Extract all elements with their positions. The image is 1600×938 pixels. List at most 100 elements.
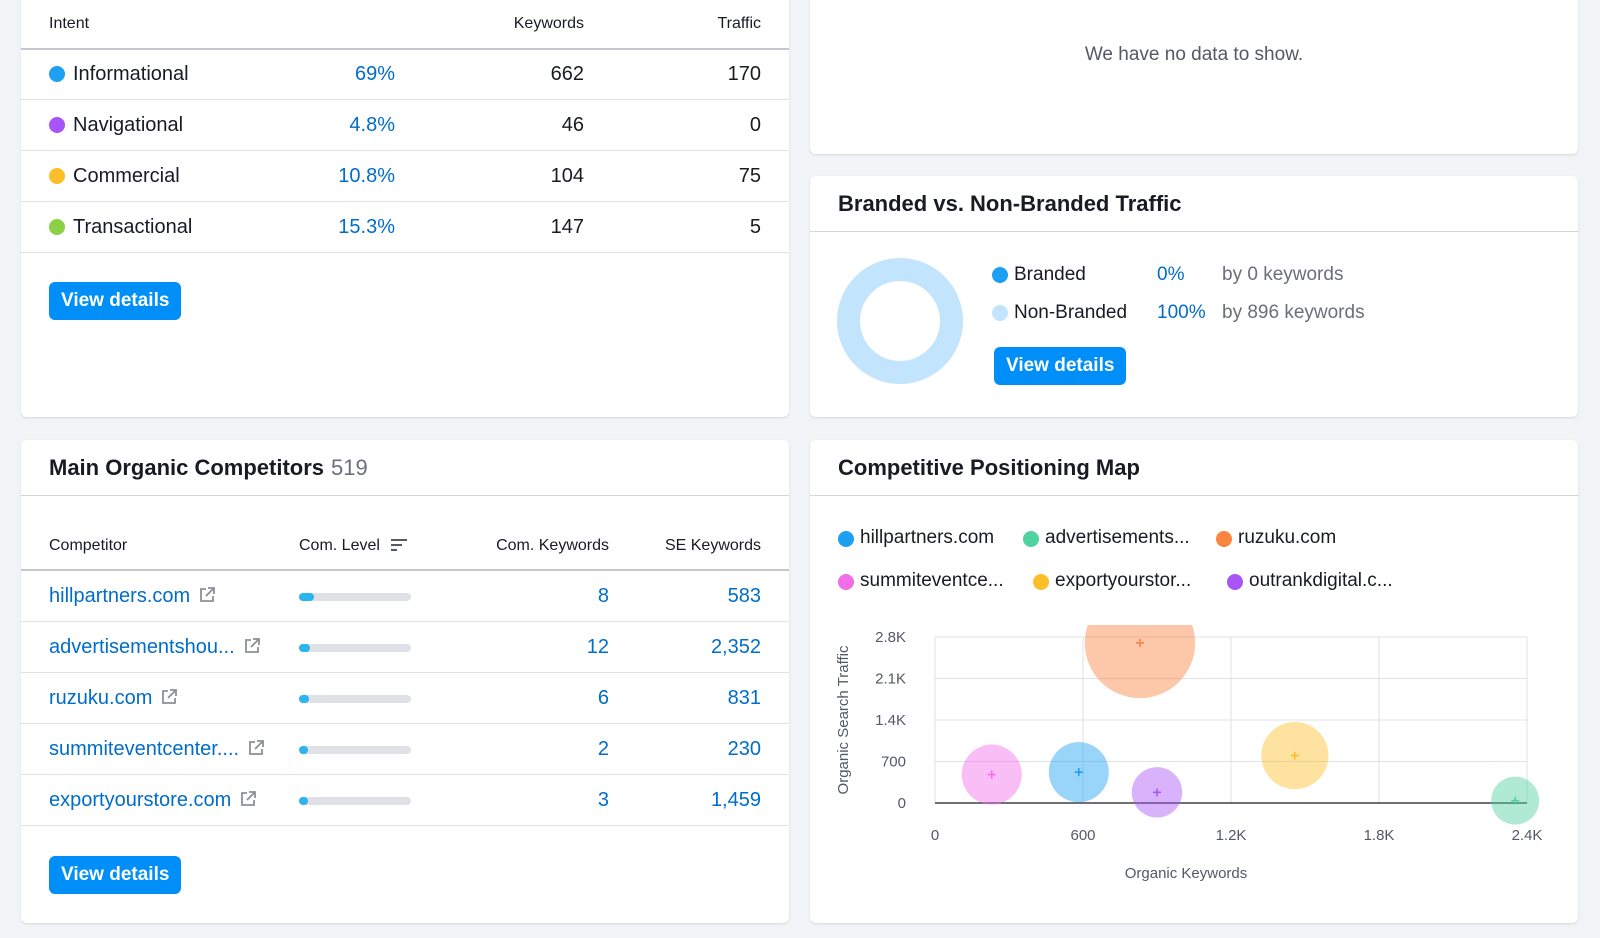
se-keywords-header: SE Keywords (664, 537, 761, 554)
non-branded-keyword-count: by 896 keywords (1222, 302, 1365, 323)
external-link-icon[interactable] (198, 586, 216, 604)
x-tick-label: 2.4K (1512, 827, 1543, 844)
external-link-icon[interactable] (239, 790, 257, 808)
competitor-domain: advertisementshou... (49, 636, 235, 658)
intent-view-details-button[interactable]: View details (49, 282, 182, 320)
com-keywords-link[interactable]: 12 (586, 636, 609, 658)
competitors-title-text: Main Organic Competitors (49, 454, 325, 480)
bubble-center-marker (1290, 751, 1299, 760)
branded-keyword-count: by 0 keywords (1222, 264, 1344, 285)
competitor-domain-link[interactable]: advertisementshou... (49, 636, 261, 659)
external-link-icon[interactable] (243, 637, 261, 655)
intent-traffic: 0 (749, 114, 761, 136)
y-tick-label: 1.4K (875, 712, 906, 729)
x-tick-label: 600 (1070, 827, 1095, 844)
legend-label: advertisements... (1045, 527, 1190, 548)
external-link-icon[interactable] (160, 688, 178, 706)
intent-table-header: Intent Keywords Traffic (21, 0, 789, 50)
intent-dot-icon (49, 117, 65, 133)
intent-keywords: 104 (550, 165, 584, 187)
competitor-row: advertisementshou... 12 2,352 (21, 622, 789, 673)
intent-traffic: 5 (749, 216, 761, 238)
legend-label: outrankdigital.c... (1249, 570, 1393, 591)
competitor-domain-link[interactable]: summiteventcenter.... (49, 738, 265, 761)
y-tick-label: 0 (898, 795, 906, 812)
competitor-domain-link[interactable]: ruzuku.com (49, 687, 178, 710)
com-level-bar (299, 644, 411, 652)
com-keywords-link[interactable]: 3 (597, 789, 609, 811)
com-keywords-link[interactable]: 6 (597, 687, 609, 709)
intent-keywords: 46 (561, 114, 584, 136)
x-tick-label: 1.2K (1216, 827, 1247, 844)
bubble-center-marker (987, 770, 996, 779)
intent-percent[interactable]: 10.8% (338, 165, 395, 187)
non-branded-percent: 100% (1157, 302, 1206, 323)
bubble-center-marker (1135, 638, 1144, 647)
com-level-header[interactable]: Com. Level (299, 537, 408, 555)
competitors-count: 519 (331, 454, 368, 480)
x-tick-label: 0 (931, 827, 939, 844)
legend-dot-icon (838, 574, 854, 590)
competitor-row: hillpartners.com 8 583 (21, 571, 789, 622)
com-level-fill (299, 593, 314, 601)
se-keywords-link[interactable]: 831 (727, 687, 761, 709)
legend-label: summiteventce... (860, 570, 1004, 591)
se-keywords-link[interactable]: 583 (727, 585, 761, 607)
se-keywords-link[interactable]: 230 (727, 738, 761, 760)
intent-traffic: 75 (738, 165, 761, 187)
com-level-bar (299, 593, 411, 601)
com-level-bar (299, 695, 411, 703)
title-divider (810, 495, 1578, 496)
intent-dot-icon (49, 168, 65, 184)
intent-name: Commercial (73, 165, 180, 187)
sort-icon (391, 539, 408, 551)
title-divider (810, 231, 1578, 232)
branded-label: Branded (1014, 264, 1086, 285)
competitor-header: Competitor (49, 537, 128, 554)
legend-label: ruzuku.com (1238, 527, 1337, 548)
intent-header: Intent (49, 15, 90, 32)
bubble-center-marker (1511, 796, 1520, 805)
bubble-center-marker (1074, 768, 1083, 777)
external-link-icon[interactable] (247, 739, 265, 757)
bubble-ruzuku-com[interactable] (1084, 588, 1196, 699)
competitors-view-details-button[interactable]: View details (49, 856, 182, 894)
com-level-fill (299, 644, 311, 652)
branded-dot-icon (992, 267, 1008, 283)
branded-card: Branded vs. Non-Branded Traffic Branded … (810, 176, 1578, 417)
legend-dot-icon (1227, 574, 1243, 590)
com-keywords-header: Com. Keywords (496, 537, 609, 554)
intent-row: Commercial 10.8% 104 75 (21, 151, 789, 202)
com-keywords-link[interactable]: 8 (597, 585, 609, 607)
intent-name: Navigational (73, 114, 184, 136)
intent-keywords: 662 (550, 63, 584, 85)
se-keywords-link[interactable]: 2,352 (710, 636, 761, 658)
intent-percent[interactable]: 4.8% (349, 114, 395, 136)
competitor-domain: hillpartners.com (49, 585, 191, 607)
legend-label: exportyourstor... (1055, 570, 1192, 591)
traffic-header: Traffic (717, 15, 761, 32)
competitor-domain-link[interactable]: exportyourstore.com (49, 789, 257, 812)
competitor-domain-link[interactable]: hillpartners.com (49, 585, 216, 608)
se-keywords-link[interactable]: 1,459 (710, 789, 761, 811)
competitor-row: ruzuku.com 6 831 (21, 673, 789, 724)
intent-percent[interactable]: 69% (354, 63, 395, 85)
intent-percent[interactable]: 15.3% (338, 216, 395, 238)
legend-dot-icon (838, 531, 854, 547)
branded-percent: 0% (1157, 264, 1185, 285)
competitors-card: Main Organic Competitors 519 Competitor … (21, 440, 789, 923)
com-level-fill (299, 797, 308, 805)
branded-view-details-button[interactable]: View details (994, 347, 1127, 385)
com-level-bar (299, 797, 411, 805)
no-data-message: We have no data to show. (1084, 44, 1304, 65)
positioning-card: Competitive Positioning Map hillpartners… (810, 440, 1578, 923)
non-branded-label: Non-Branded (1014, 302, 1128, 323)
intent-row: Transactional 15.3% 147 5 (21, 202, 789, 253)
branded-title: Branded vs. Non-Branded Traffic (838, 190, 1182, 216)
title-divider (21, 495, 789, 496)
intent-keywords: 147 (550, 216, 584, 238)
intent-traffic: 170 (727, 63, 761, 85)
com-level-bar (299, 746, 411, 754)
com-keywords-link[interactable]: 2 (597, 738, 609, 760)
com-level-fill (299, 746, 308, 754)
